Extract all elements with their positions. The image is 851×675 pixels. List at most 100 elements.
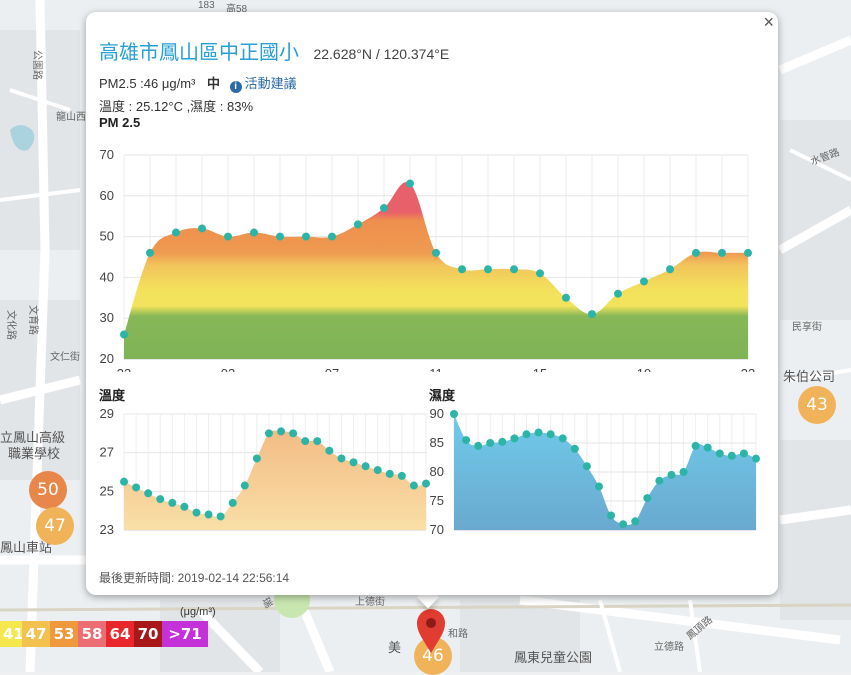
data-point: [409, 481, 418, 490]
info-icon[interactable]: i: [229, 81, 242, 93]
x-tick-label: 23: [741, 366, 755, 372]
svg-text:立德路: 立德路: [654, 640, 684, 653]
data-point: [536, 269, 544, 278]
legend-item: 41: [0, 621, 24, 647]
svg-text:朱伯公司: 朱伯公司: [783, 369, 835, 384]
data-point: [337, 454, 346, 463]
data-point: [643, 494, 652, 503]
x-tick-label: 03: [221, 366, 235, 372]
y-tick-label: 27: [100, 445, 114, 460]
data-point: [679, 468, 688, 476]
data-point: [192, 508, 201, 517]
svg-text:職業學校: 職業學校: [8, 446, 60, 461]
y-tick-label: 29: [100, 406, 114, 421]
data-point: [168, 498, 177, 507]
x-tick-label: 15: [533, 366, 547, 372]
pm25-summary: PM2.5 :46 μg/m³ 中 i 活動建議: [99, 73, 297, 93]
legend-unit: (μg/m³): [180, 606, 216, 618]
data-point: [432, 248, 440, 257]
svg-text:高58: 高58: [226, 2, 248, 15]
data-point: [666, 265, 674, 274]
last-updated: 最後更新時間: 2019-02-14 22:56:14: [99, 571, 290, 585]
data-point: [534, 428, 543, 437]
temperature-chart: 23 25 27 29: [100, 406, 430, 537]
y-tick-label: 50: [100, 229, 114, 244]
data-point: [703, 443, 712, 452]
data-point: [349, 458, 358, 467]
data-point: [276, 232, 284, 241]
data-point: [691, 441, 700, 450]
x-tick-label: 23: [117, 366, 131, 372]
map-cluster-marker[interactable]: 43: [798, 386, 836, 424]
svg-text:183: 183: [198, 0, 215, 11]
data-point: [486, 439, 495, 447]
location-pin-icon[interactable]: [416, 608, 446, 654]
close-icon[interactable]: ×: [763, 12, 774, 32]
pm25-color-legend: 41 47 53 58 64 70 >71: [0, 621, 208, 647]
x-tick-label: 19: [637, 366, 651, 372]
y-tick-label: 75: [430, 493, 444, 508]
data-point: [361, 462, 370, 471]
data-point: [328, 232, 336, 241]
humidity-chart-title: 濕度: [429, 388, 456, 403]
series-area: [124, 430, 426, 530]
data-point: [289, 429, 298, 438]
svg-text:民享街: 民享街: [792, 320, 822, 333]
data-point: [380, 204, 388, 213]
station-name: 高雄市鳳山區中正國小: [99, 42, 299, 64]
svg-text:上德街: 上德街: [355, 595, 385, 608]
data-point: [744, 248, 752, 257]
data-point: [588, 310, 596, 319]
station-info-popup: × 高雄市鳳山區中正國小 22.628°N / 120.374°E PM2.5 …: [86, 12, 778, 595]
data-point: [146, 248, 154, 257]
activity-advice-link[interactable]: 活動建議: [244, 76, 297, 91]
y-tick-label: 40: [100, 269, 114, 284]
data-point: [727, 451, 736, 460]
y-tick-label: 70: [100, 147, 114, 162]
data-point: [522, 430, 531, 439]
svg-text:文仁街: 文仁街: [50, 350, 80, 363]
data-point: [422, 479, 430, 488]
legend-item: 70: [134, 621, 162, 647]
data-point: [240, 481, 249, 490]
svg-text:文育路: 文育路: [27, 305, 40, 335]
y-tick-label: 80: [430, 464, 444, 479]
series-area: [454, 414, 756, 530]
data-point: [631, 517, 640, 526]
data-point: [718, 248, 726, 257]
data-point: [204, 510, 213, 519]
pm25-chart: 20 30 40 50 60 70 23 03 07 11 15 19 23: [100, 147, 756, 372]
map-cluster-marker[interactable]: 50: [29, 471, 67, 509]
popup-header: 高雄市鳳山區中正國小 22.628°N / 120.374°E: [99, 36, 449, 65]
svg-text:龍山西: 龍山西: [56, 110, 86, 123]
data-point: [614, 289, 622, 298]
data-point: [607, 511, 616, 520]
data-point: [715, 449, 724, 458]
data-point: [301, 437, 310, 446]
data-point: [325, 446, 334, 455]
data-point: [510, 265, 518, 274]
data-point: [692, 248, 700, 257]
data-point: [373, 466, 382, 475]
data-point: [450, 410, 458, 418]
data-point: [228, 498, 237, 507]
svg-text:鳳山車站: 鳳山車站: [0, 540, 52, 555]
y-tick-label: 23: [100, 522, 114, 537]
y-tick-label: 25: [100, 483, 114, 498]
data-point: [594, 482, 603, 491]
x-tick-label: 07: [325, 366, 339, 372]
data-point: [216, 512, 225, 521]
data-point: [582, 462, 591, 471]
svg-text:和路: 和路: [448, 627, 468, 640]
legend-item: 53: [50, 621, 78, 647]
data-point: [739, 449, 748, 458]
pond: [10, 125, 35, 151]
data-point: [558, 434, 567, 443]
y-tick-label: 85: [430, 435, 444, 450]
data-point: [198, 224, 206, 233]
data-point: [474, 441, 483, 450]
data-point: [144, 489, 153, 498]
data-point: [132, 483, 141, 492]
map-cluster-marker[interactable]: 47: [36, 507, 74, 545]
data-point: [385, 469, 394, 478]
